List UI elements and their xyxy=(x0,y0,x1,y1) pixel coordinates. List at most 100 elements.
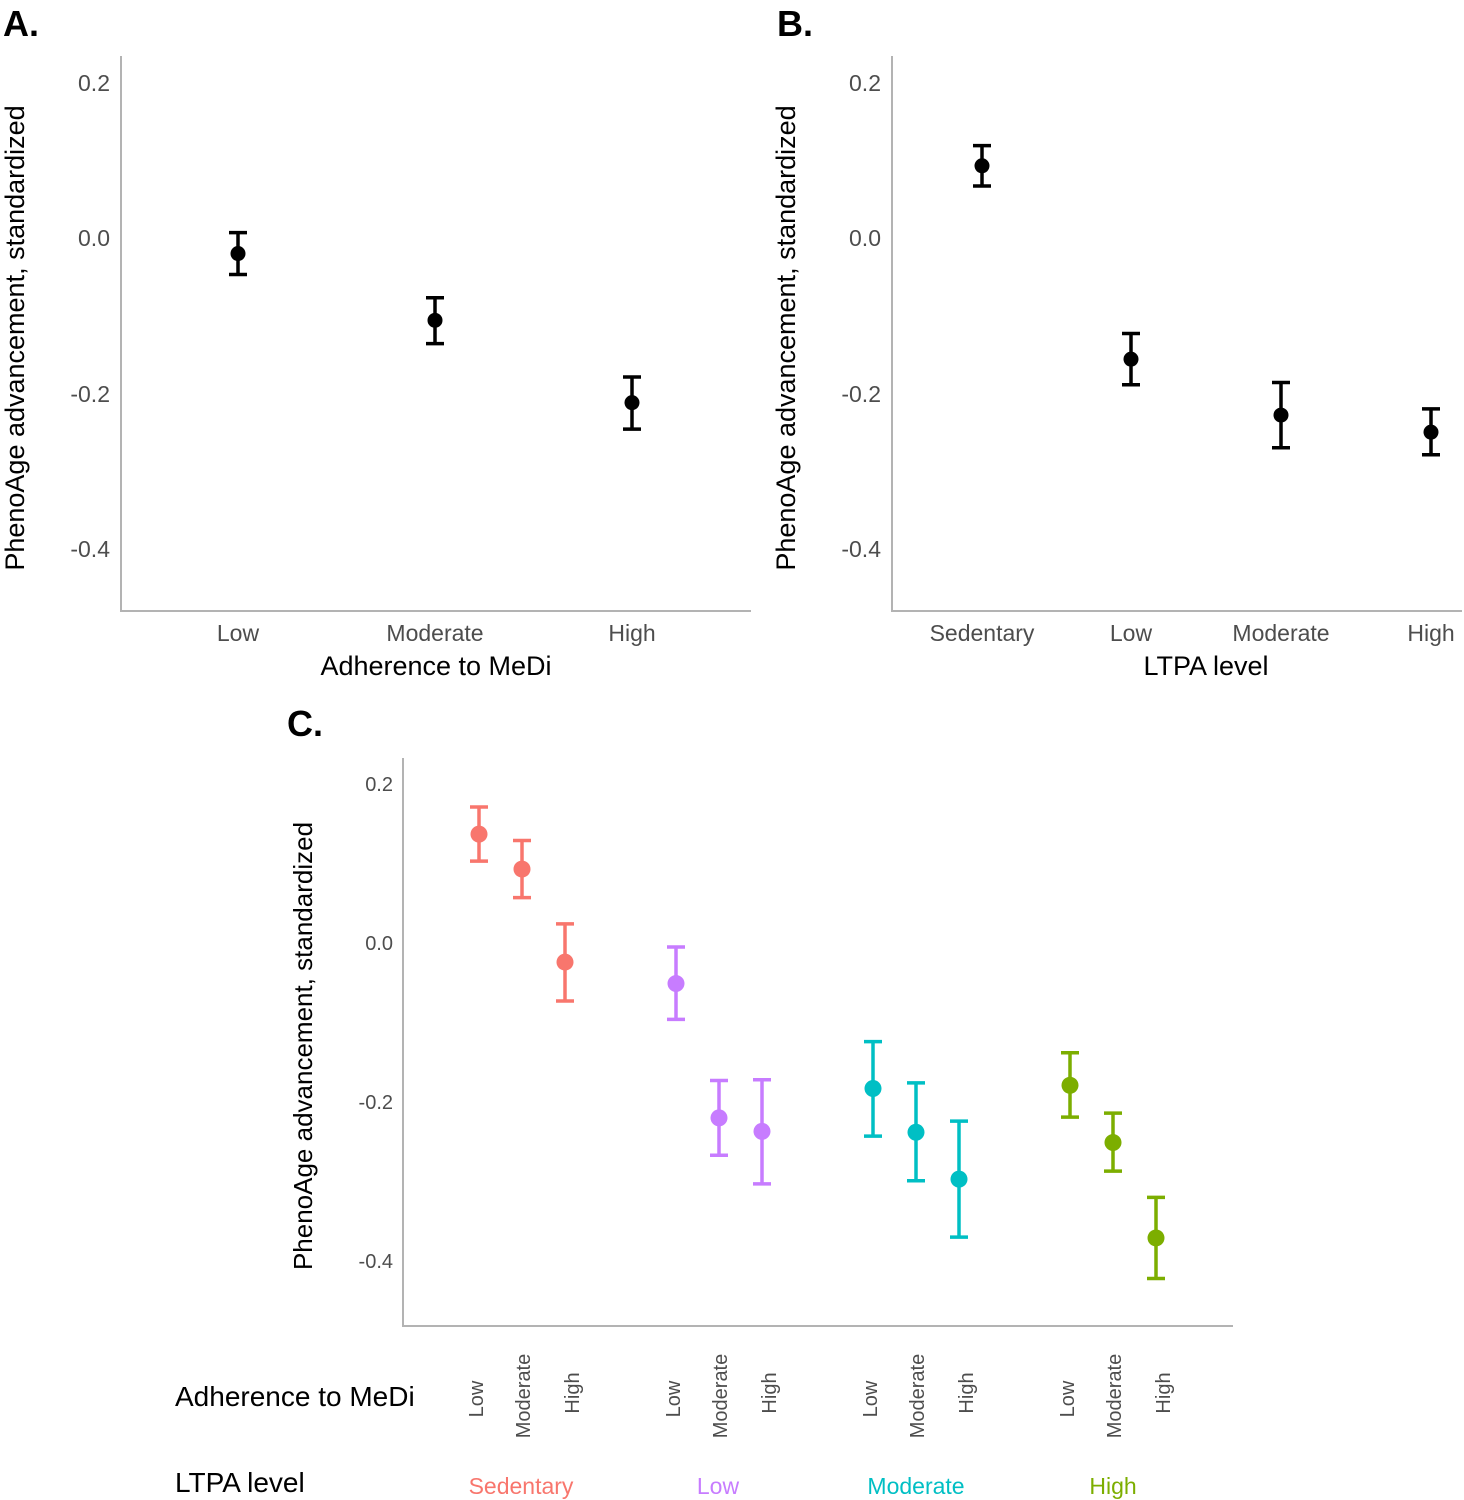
panel-c-medi-tick-label: High xyxy=(759,1372,781,1413)
data-point xyxy=(1123,351,1139,367)
panel-c-point-sedentary-moderate xyxy=(513,838,531,900)
data-point xyxy=(1273,407,1289,423)
data-point xyxy=(1423,424,1439,440)
panel-c-y-tick-label: 0.2 xyxy=(365,774,393,796)
panel-a-marks xyxy=(229,230,641,431)
panel-b-y-tick-label: -0.2 xyxy=(841,381,881,407)
panel-b-point-low xyxy=(1122,331,1140,387)
data-point xyxy=(470,825,488,843)
panel-b-y-ticks: 0.2 0.0 -0.2 -0.4 xyxy=(841,70,881,562)
panel-c-point-moderate-high xyxy=(950,1119,968,1239)
panel-c-medi-tick-label: Moderate xyxy=(1104,1354,1126,1439)
data-point xyxy=(513,860,531,878)
data-point xyxy=(753,1122,771,1140)
panel-b-y-tick-label: 0.0 xyxy=(849,225,881,251)
panel-c-y-tick-label: -0.2 xyxy=(359,1092,393,1114)
data-point xyxy=(1061,1076,1079,1094)
data-point xyxy=(1147,1229,1165,1247)
panel-a-axes xyxy=(120,56,751,612)
panel-c-group-label-high: High xyxy=(1089,1473,1136,1499)
data-point xyxy=(667,975,685,993)
panel-c-point-moderate-low xyxy=(864,1039,882,1138)
panel-a-y-tick-label: -0.4 xyxy=(70,536,110,562)
data-point xyxy=(710,1109,728,1127)
data-point xyxy=(974,158,990,174)
panel-b-marks xyxy=(973,143,1440,457)
panel-c-ltpa-row-label: LTPA level xyxy=(175,1467,305,1498)
panel-b-x-tick-label: Low xyxy=(1110,620,1153,646)
panel-c-medi-tick-label: High xyxy=(1153,1372,1175,1413)
panel-a-x-tick-label: Low xyxy=(217,620,260,646)
panel-c-axes xyxy=(402,758,1233,1327)
panel-c-point-sedentary-low xyxy=(470,805,488,863)
panel-c-medi-tick-labels: Low Moderate High Low Moderate High Low … xyxy=(466,1354,1175,1439)
panel-c: C. 0.2 0.0 -0.2 -0.4 PhenoAge advancemen… xyxy=(175,703,1233,1499)
panel-b-point-moderate xyxy=(1272,380,1290,450)
data-point xyxy=(427,312,443,328)
panel-b-letter: B. xyxy=(777,3,813,44)
panel-b-x-tick-label: Sedentary xyxy=(930,620,1035,646)
panel-b-axes xyxy=(891,56,1462,612)
panel-a: A. 0.2 0.0 -0.2 -0.4 Low Moderate High A… xyxy=(0,3,751,681)
data-point xyxy=(950,1170,968,1188)
data-point xyxy=(230,246,246,262)
panel-c-point-low-moderate xyxy=(710,1078,728,1158)
panel-b-x-ticks: Sedentary Low Moderate High xyxy=(930,620,1455,646)
panel-c-medi-tick-label: Low xyxy=(466,1380,488,1417)
panel-c-y-tick-label: 0.0 xyxy=(365,933,393,955)
panel-a-x-tick-label: Moderate xyxy=(386,620,483,646)
panel-c-point-sedentary-high xyxy=(556,922,574,1003)
panel-c-medi-tick-label: High xyxy=(956,1372,978,1413)
panel-a-y-axis-title: PhenoAge advancement, standardized xyxy=(0,105,30,570)
panel-c-y-ticks: 0.2 0.0 -0.2 -0.4 xyxy=(359,774,393,1273)
panel-b-y-axis-title: PhenoAge advancement, standardized xyxy=(771,105,801,570)
panel-c-medi-tick-label: Low xyxy=(663,1380,685,1417)
panel-c-ltpa-group-labels: Sedentary Low Moderate High xyxy=(469,1473,1137,1499)
panel-c-y-axis-title: PhenoAge advancement, standardized xyxy=(288,822,318,1270)
panel-b: B. 0.2 0.0 -0.2 -0.4 Sedentary Low Moder… xyxy=(771,3,1462,681)
panel-a-x-ticks: Low Moderate High xyxy=(217,620,656,646)
panel-a-y-tick-label: 0.0 xyxy=(78,225,110,251)
panel-a-x-tick-label: High xyxy=(608,620,655,646)
panel-c-medi-row-label: Adherence to MeDi xyxy=(175,1381,415,1412)
panel-c-letter: C. xyxy=(287,703,323,744)
panel-c-group-label-moderate: Moderate xyxy=(867,1473,964,1499)
panel-c-medi-tick-label: Low xyxy=(860,1380,882,1417)
panel-c-y-tick-label: -0.4 xyxy=(359,1251,393,1273)
panel-c-point-high-moderate xyxy=(1104,1111,1122,1173)
panel-b-point-sedentary xyxy=(973,143,991,188)
data-point xyxy=(864,1079,882,1097)
data-point xyxy=(1104,1134,1122,1152)
panel-c-group-label-sedentary: Sedentary xyxy=(469,1473,574,1499)
panel-c-point-high-low xyxy=(1061,1050,1079,1119)
panel-b-x-tick-label: High xyxy=(1407,620,1454,646)
panel-c-group-label-low: Low xyxy=(697,1473,740,1499)
panel-a-point-low xyxy=(229,230,247,277)
panel-c-point-low-high xyxy=(753,1077,771,1186)
panel-a-y-tick-label: 0.2 xyxy=(78,70,110,96)
panel-a-letter: A. xyxy=(3,3,39,44)
panel-c-marks xyxy=(470,805,1165,1281)
panel-c-medi-tick-label: Moderate xyxy=(710,1354,732,1439)
data-point xyxy=(556,953,574,971)
panel-c-point-high-high xyxy=(1147,1195,1165,1281)
panel-b-x-axis-title: LTPA level xyxy=(1143,651,1268,681)
panel-c-medi-tick-label: Low xyxy=(1057,1380,1079,1417)
panel-b-point-high xyxy=(1422,407,1440,457)
panel-b-x-tick-label: Moderate xyxy=(1232,620,1329,646)
panel-c-point-low-low xyxy=(667,945,685,1022)
panel-c-medi-tick-label: Moderate xyxy=(513,1354,535,1439)
panel-a-y-tick-label: -0.2 xyxy=(70,381,110,407)
data-point xyxy=(624,395,640,411)
panel-a-point-moderate xyxy=(426,296,444,346)
panel-c-medi-tick-label: Moderate xyxy=(907,1354,929,1439)
data-point xyxy=(907,1123,925,1141)
panel-a-point-high xyxy=(623,375,641,431)
panel-b-y-tick-label: -0.4 xyxy=(841,536,881,562)
panel-b-y-tick-label: 0.2 xyxy=(849,70,881,96)
panel-a-x-axis-title: Adherence to MeDi xyxy=(320,651,551,681)
panel-c-point-moderate-moderate xyxy=(907,1081,925,1183)
panel-a-y-ticks: 0.2 0.0 -0.2 -0.4 xyxy=(70,70,110,562)
panel-c-medi-tick-label: High xyxy=(562,1372,584,1413)
